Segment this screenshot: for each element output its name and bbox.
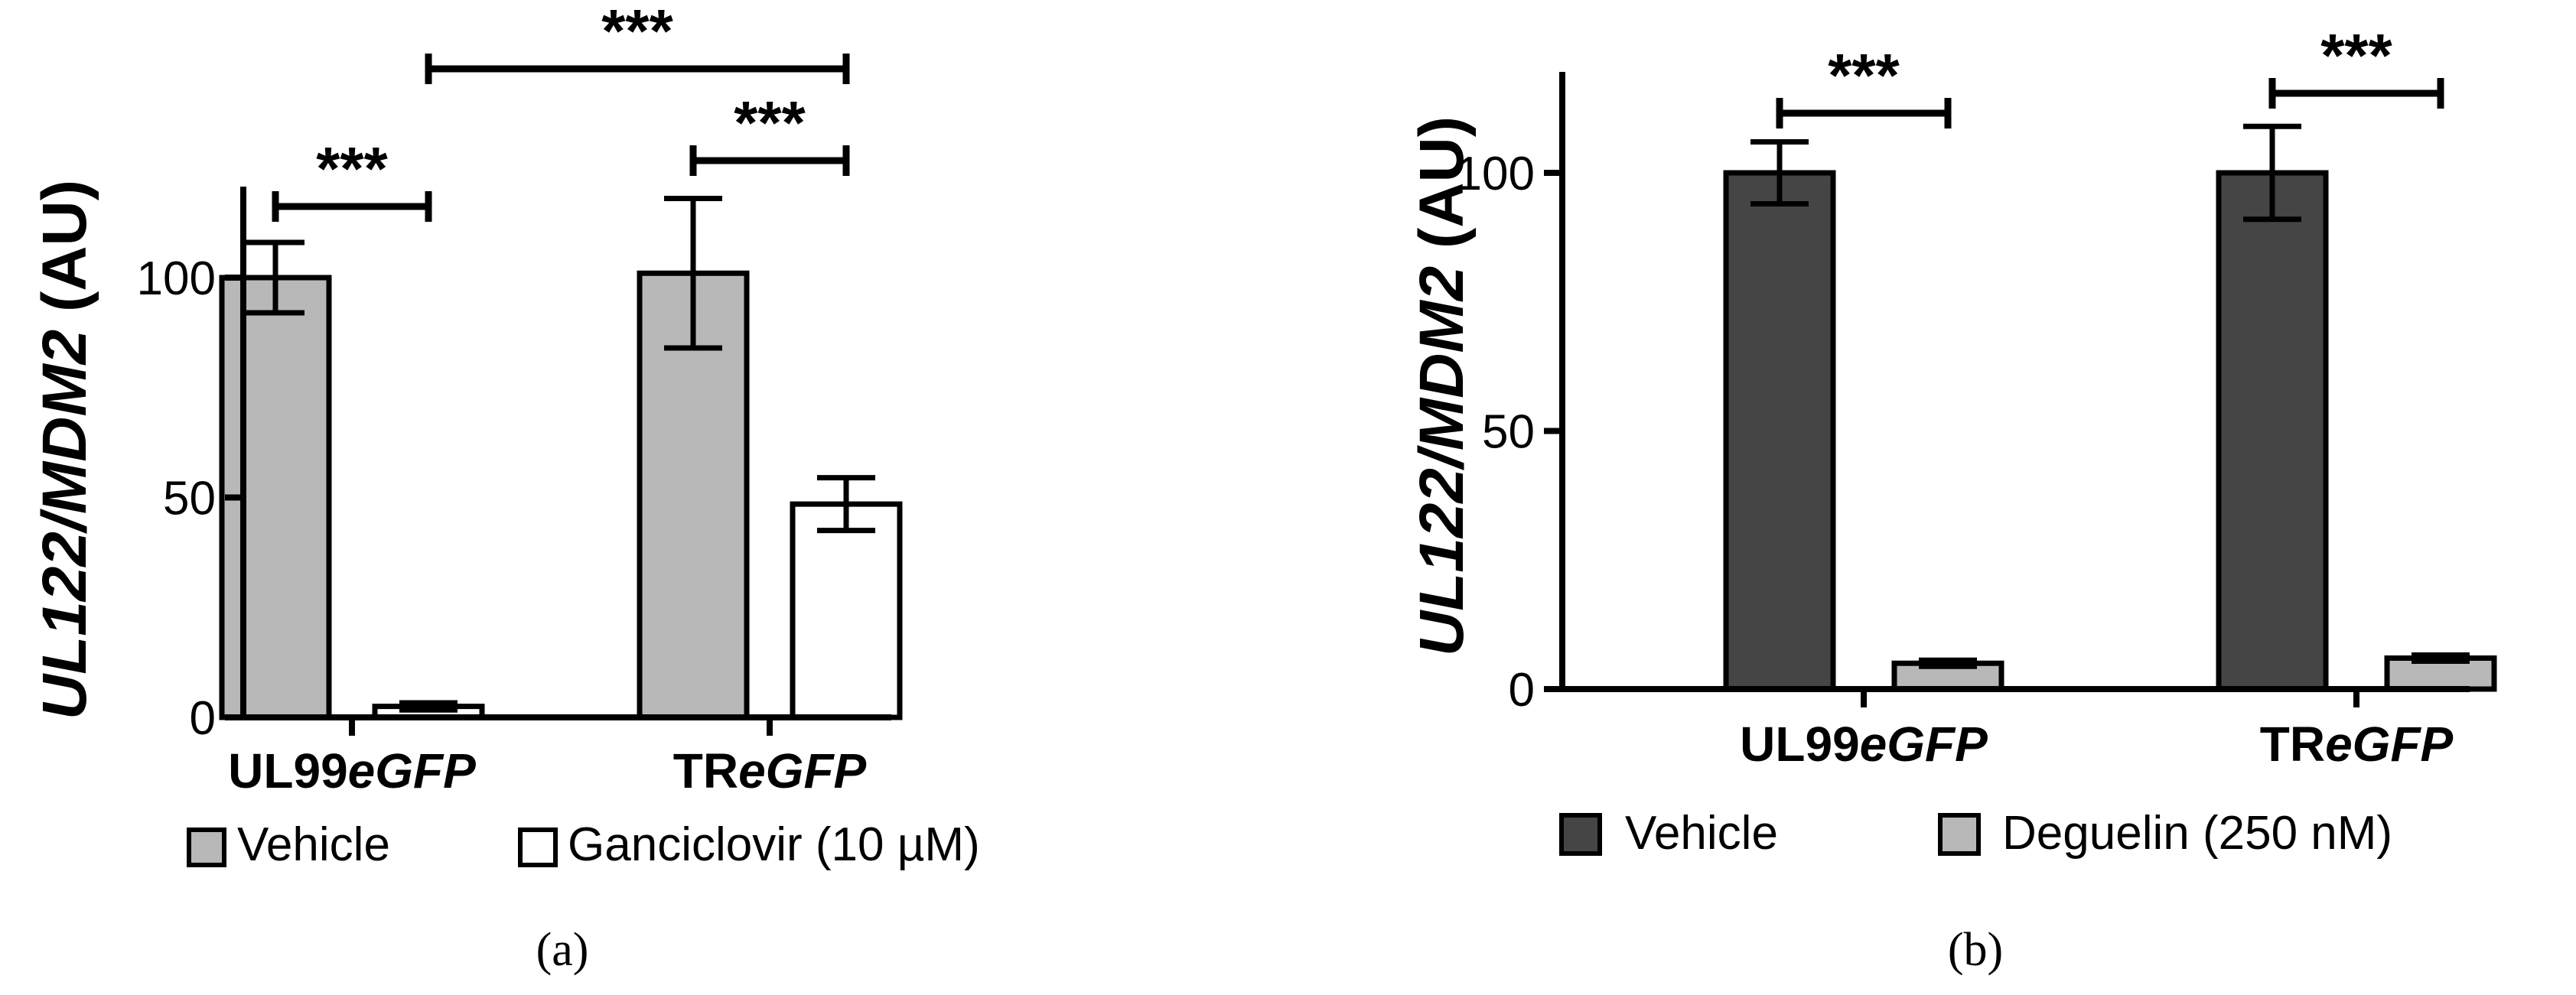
significance-label: *** [734, 89, 806, 157]
legend-label: Ganciclovir (10 µM) [568, 818, 980, 871]
y-axis-label-part: UL122/MDM2 [1407, 266, 1477, 656]
significance-bracket [1776, 98, 1952, 128]
significance-bracket [425, 54, 850, 84]
error-bar [246, 239, 304, 316]
x-tick-label-part: eGFP [1860, 717, 1988, 772]
x-tick-label: TReGFP [673, 743, 867, 798]
y-axis-label-part: (AU) [1407, 116, 1477, 266]
x-tick-label-part: eGFP [2325, 717, 2453, 772]
legend-swatch [187, 828, 226, 867]
legend-swatch [1938, 813, 1981, 856]
error-bar [817, 475, 875, 534]
significance-label: *** [316, 135, 388, 203]
error-bar [2243, 123, 2301, 223]
significance-bracket [689, 145, 850, 176]
error-bar [1919, 657, 1977, 669]
bar-ganciclovir-tregfp [790, 501, 903, 720]
y-axis-label-part: UL122/MDM2 [30, 330, 99, 720]
x-tick-label-part: eGFP [738, 743, 866, 798]
y-axis-label: UL122/MDM2 (AU) [1407, 116, 1477, 656]
panel-label: (a) [536, 924, 589, 976]
legend-label: Vehicle [237, 818, 390, 871]
error-bar [399, 700, 458, 713]
bar-vehicle-tregfp [2216, 170, 2329, 692]
error-bar [2412, 652, 2470, 665]
y-axis-label: UL122/MDM2 (AU) [30, 180, 99, 720]
error-bar [1750, 139, 1809, 206]
significance-bracket [272, 191, 432, 222]
x-tick-label-part: eGFP [348, 743, 476, 798]
x-tick-label-part: UL99 [228, 743, 348, 798]
x-tick-label-part: TR [673, 743, 738, 798]
x-tick-label: UL99eGFP [228, 743, 476, 798]
significance-bracket [2268, 78, 2444, 109]
y-tick-label: 50 [163, 473, 216, 525]
y-tick-label: 0 [190, 692, 216, 745]
x-tick-label: TReGFP [2260, 717, 2454, 772]
significance-label: *** [1828, 41, 1900, 109]
y-tick-label: 0 [1509, 664, 1535, 717]
y-tick-label: 100 [1456, 148, 1535, 200]
y-tick-label: 100 [137, 252, 216, 305]
legend-label: Deguelin (250 nM) [2002, 807, 2392, 860]
error-bar [664, 196, 722, 351]
significance-label: *** [2320, 21, 2392, 89]
significance-label: *** [601, 0, 673, 65]
bar-vehicle-ul99egfp [1723, 170, 1836, 692]
y-axis-label-part: (AU) [30, 180, 99, 330]
y-tick-label: 50 [1482, 406, 1535, 459]
legend-label: Vehicle [1625, 807, 1778, 860]
panel-label: (b) [1948, 924, 2003, 976]
x-tick-label-part: UL99 [1740, 717, 1860, 772]
legend-swatch [1559, 813, 1602, 856]
x-tick-label: UL99eGFP [1740, 717, 1988, 772]
legend-swatch [518, 828, 558, 867]
x-tick-label-part: TR [2260, 717, 2325, 772]
